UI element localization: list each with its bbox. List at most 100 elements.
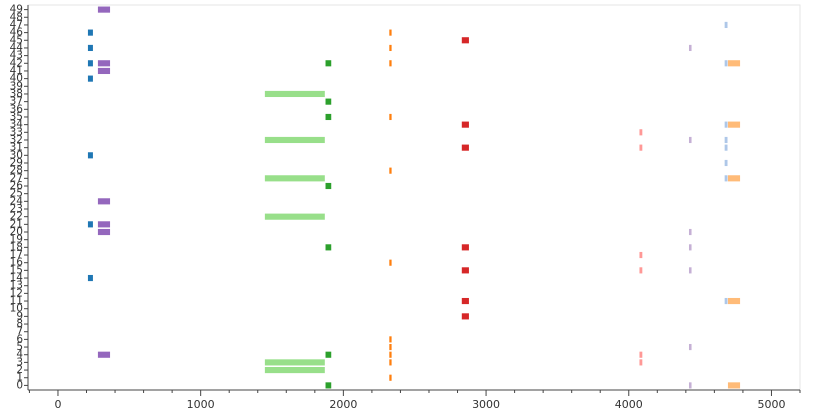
task-bar xyxy=(87,274,93,282)
task-bar xyxy=(724,144,728,151)
task-bar xyxy=(727,297,741,305)
y-tick-label: 36 xyxy=(10,103,24,115)
y-tick-label: 46 xyxy=(10,27,24,39)
task-bar xyxy=(724,136,728,144)
y-tick-label: 28 xyxy=(10,165,23,177)
task-bar xyxy=(325,60,332,67)
task-bar xyxy=(87,75,93,82)
y-tick-label: 25 xyxy=(10,188,23,200)
y-tick-label: 11 xyxy=(10,295,23,307)
y-tick-label: 16 xyxy=(10,257,24,269)
task-bar xyxy=(639,267,643,274)
y-tick-label: 19 xyxy=(10,234,23,246)
y-tick-label: 44 xyxy=(10,42,24,54)
task-bar xyxy=(325,382,332,389)
y-tick-label: 4 xyxy=(16,349,23,361)
task-bar xyxy=(639,351,643,358)
task-bar xyxy=(461,297,469,305)
task-bar xyxy=(87,60,93,67)
y-tick-label: 43 xyxy=(10,50,23,62)
x-tick-label: 3000 xyxy=(472,398,500,411)
task-bar xyxy=(325,113,332,121)
task-bar xyxy=(639,359,643,366)
task-bar xyxy=(264,136,325,144)
y-tick-label: 9 xyxy=(16,310,23,322)
task-bar xyxy=(87,221,93,228)
task-bar xyxy=(97,351,111,358)
task-bar xyxy=(688,343,692,351)
task-bar xyxy=(461,244,469,251)
y-tick-label: 8 xyxy=(16,318,23,330)
y-tick-label: 35 xyxy=(10,111,23,123)
task-bar xyxy=(461,313,469,320)
y-tick-label: 23 xyxy=(10,203,23,215)
task-bar xyxy=(87,44,93,52)
y-tick-label: 3 xyxy=(16,356,23,368)
task-bar xyxy=(724,21,728,29)
y-tick-label: 37 xyxy=(10,96,23,108)
task-bar xyxy=(389,29,392,36)
y-tick-label: 5 xyxy=(16,341,23,353)
y-tick-label: 48 xyxy=(10,11,23,23)
y-tick-label: 31 xyxy=(10,142,23,154)
task-bar xyxy=(97,6,111,13)
task-bar xyxy=(325,244,332,251)
task-bar xyxy=(688,228,692,236)
y-tick-label: 42 xyxy=(10,57,23,69)
task-bar xyxy=(727,382,741,389)
task-bar xyxy=(325,351,332,358)
task-bar xyxy=(97,228,111,236)
y-tick-label: 13 xyxy=(10,280,23,292)
x-tick-label: 0 xyxy=(54,398,61,411)
y-tick-label: 0 xyxy=(16,379,23,391)
y-tick-label: 10 xyxy=(10,303,23,315)
task-bar xyxy=(389,259,392,266)
y-tick-label: 14 xyxy=(10,272,24,284)
y-tick-label: 18 xyxy=(10,241,23,253)
y-tick-label: 26 xyxy=(10,180,24,192)
task-bar xyxy=(264,359,325,366)
task-bar xyxy=(461,37,469,44)
task-bar xyxy=(727,121,741,128)
task-bar xyxy=(461,121,469,128)
task-bar xyxy=(97,60,111,67)
y-tick-label: 32 xyxy=(10,134,23,146)
task-bar xyxy=(724,60,728,67)
task-bar xyxy=(87,29,93,36)
task-bar xyxy=(264,90,325,98)
y-tick-label: 6 xyxy=(16,333,23,345)
y-tick-label: 7 xyxy=(16,326,23,338)
task-bar xyxy=(389,113,392,121)
task-bar xyxy=(97,67,111,75)
y-tick-label: 29 xyxy=(10,157,23,169)
y-tick-label: 49 xyxy=(10,4,23,16)
y-tick-label: 17 xyxy=(10,249,23,261)
task-bar xyxy=(264,175,325,182)
task-bar xyxy=(264,213,325,220)
y-tick-label: 12 xyxy=(10,287,23,299)
y-tick-label: 2 xyxy=(16,364,23,376)
task-bar xyxy=(389,359,392,366)
task-bar xyxy=(639,144,643,151)
x-tick-label: 2000 xyxy=(329,398,357,411)
task-bar xyxy=(639,251,643,259)
task-bar xyxy=(639,129,643,136)
task-bar xyxy=(724,175,728,182)
y-tick-label: 1 xyxy=(16,372,23,384)
y-tick-label: 15 xyxy=(10,264,23,276)
task-bar xyxy=(461,267,469,274)
y-tick-label: 22 xyxy=(10,211,23,223)
task-bar xyxy=(389,351,392,358)
task-bar xyxy=(389,44,392,52)
task-bar xyxy=(97,198,111,205)
task-bar xyxy=(325,182,332,190)
task-bar xyxy=(724,297,728,305)
y-tick-label: 39 xyxy=(10,80,23,92)
y-tick-label: 33 xyxy=(10,126,23,138)
task-bar xyxy=(461,144,469,151)
task-bar xyxy=(87,152,93,159)
task-bar xyxy=(724,121,728,128)
task-bar xyxy=(264,366,325,374)
task-bar xyxy=(97,221,111,228)
